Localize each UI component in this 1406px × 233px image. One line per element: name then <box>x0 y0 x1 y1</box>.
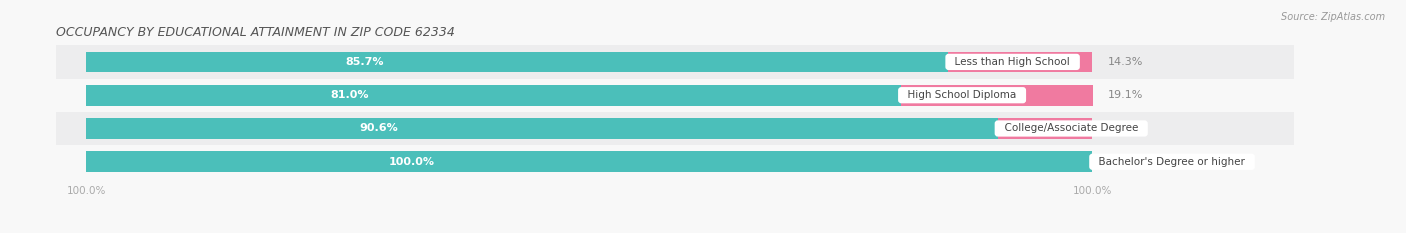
Bar <box>37 145 1344 178</box>
Text: High School Diploma: High School Diploma <box>901 90 1024 100</box>
Text: 100.0%: 100.0% <box>388 157 434 167</box>
Text: OCCUPANCY BY EDUCATIONAL ATTAINMENT IN ZIP CODE 62334: OCCUPANCY BY EDUCATIONAL ATTAINMENT IN Z… <box>56 26 456 39</box>
Text: 19.1%: 19.1% <box>1108 90 1143 100</box>
Bar <box>86 85 901 106</box>
Bar <box>86 51 1092 72</box>
Bar <box>86 151 1092 172</box>
Text: Bachelor's Degree or higher: Bachelor's Degree or higher <box>1092 157 1251 167</box>
Text: 85.7%: 85.7% <box>344 57 384 67</box>
Text: 14.3%: 14.3% <box>1108 57 1143 67</box>
Bar <box>86 51 949 72</box>
Bar <box>901 85 1094 106</box>
Bar <box>86 85 1092 106</box>
Text: Less than High School: Less than High School <box>949 57 1077 67</box>
Bar <box>37 112 1344 145</box>
Text: College/Associate Degree: College/Associate Degree <box>998 123 1144 134</box>
Bar <box>37 79 1344 112</box>
Bar <box>949 51 1092 72</box>
Bar <box>86 151 1092 172</box>
Text: Source: ZipAtlas.com: Source: ZipAtlas.com <box>1281 12 1385 22</box>
Bar <box>998 118 1092 139</box>
Bar <box>86 118 998 139</box>
Bar <box>37 45 1344 79</box>
Text: 81.0%: 81.0% <box>330 90 370 100</box>
Text: 0.0%: 0.0% <box>1108 157 1136 167</box>
Text: 9.4%: 9.4% <box>1108 123 1136 134</box>
Bar <box>86 118 1092 139</box>
Legend: Owner-occupied, Renter-occupied: Owner-occupied, Renter-occupied <box>496 230 730 233</box>
Text: 90.6%: 90.6% <box>360 123 398 134</box>
